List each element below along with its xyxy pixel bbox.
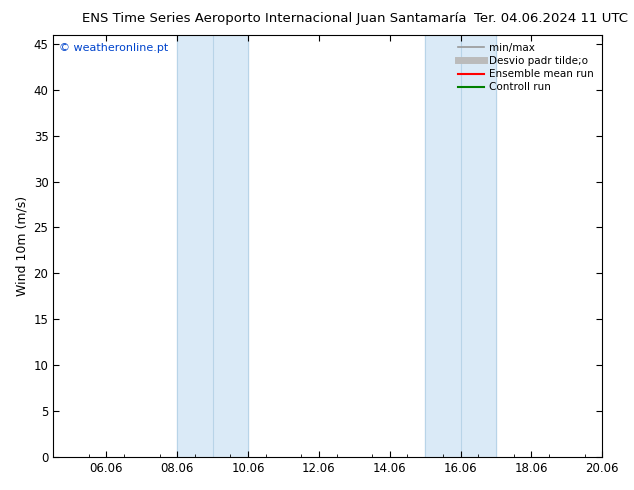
- Text: Ter. 04.06.2024 11 UTC: Ter. 04.06.2024 11 UTC: [474, 12, 628, 25]
- Bar: [178, 35, 248, 457]
- Y-axis label: Wind 10m (m/s): Wind 10m (m/s): [15, 196, 28, 296]
- Legend: min/max, Desvio padr tilde;o, Ensemble mean run, Controll run: min/max, Desvio padr tilde;o, Ensemble m…: [455, 40, 597, 96]
- Text: © weatheronline.pt: © weatheronline.pt: [59, 43, 168, 53]
- Bar: [425, 35, 496, 457]
- Text: ENS Time Series Aeroporto Internacional Juan Santamaría: ENS Time Series Aeroporto Internacional …: [82, 12, 467, 25]
